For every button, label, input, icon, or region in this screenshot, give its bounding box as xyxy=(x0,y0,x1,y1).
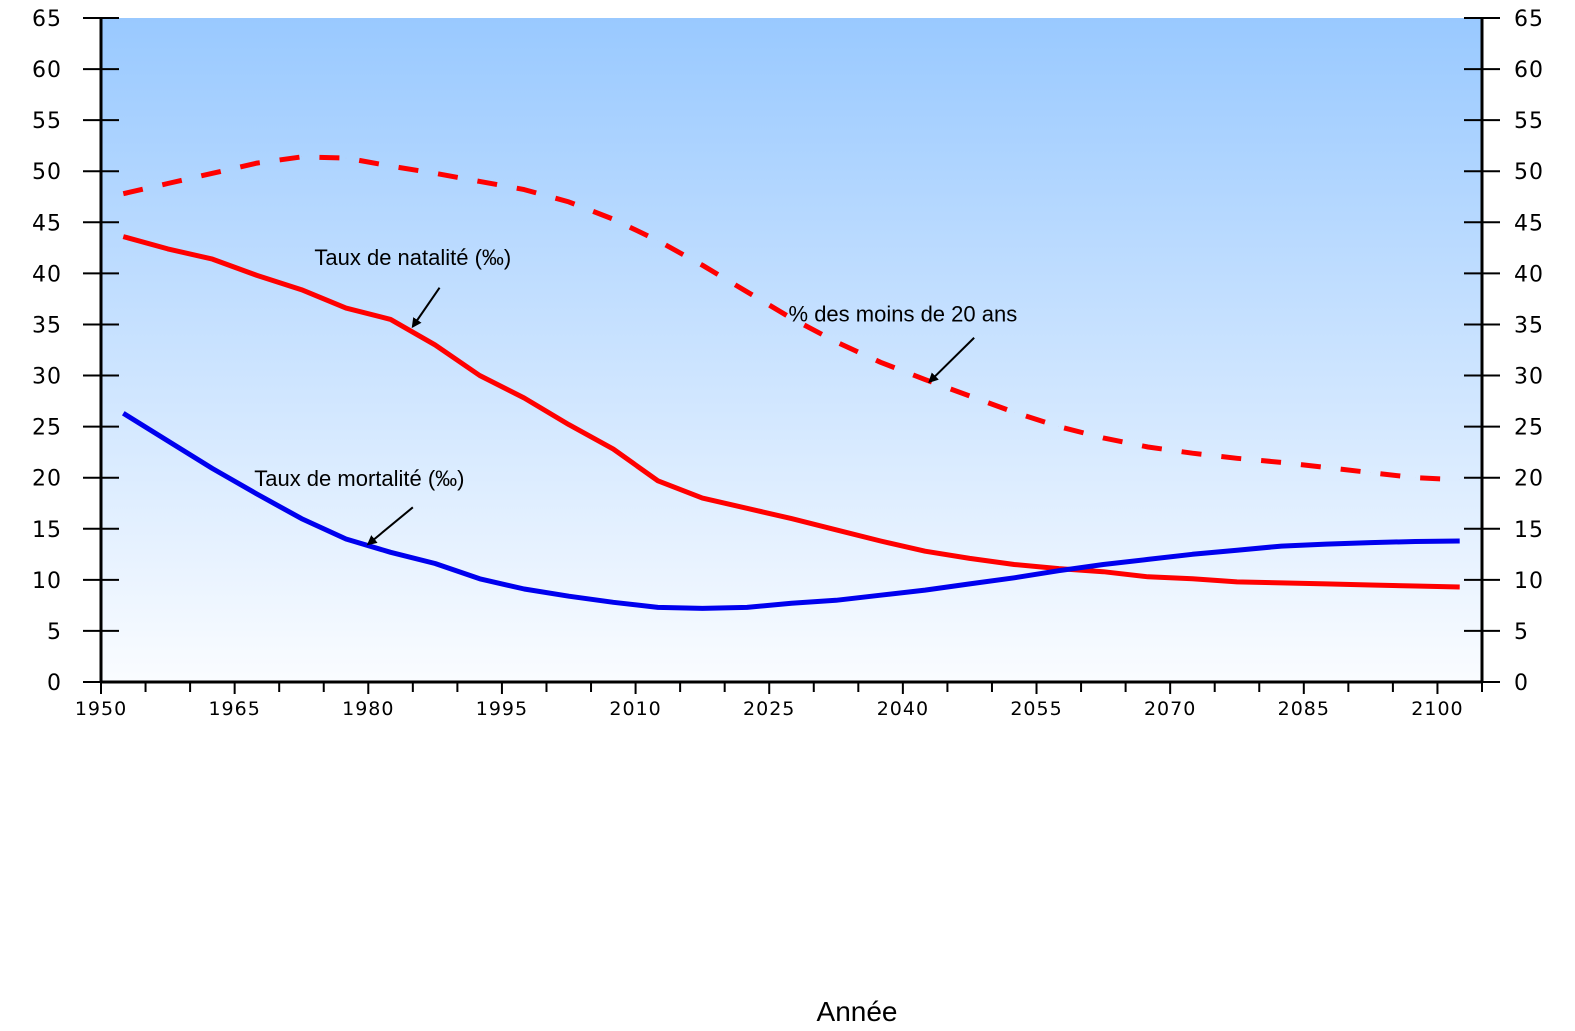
x-tick-label: 2070 xyxy=(1144,698,1196,720)
tick-layer: 0510152025303540455055606505101520253035… xyxy=(32,7,1544,720)
annotation-label-0: Taux de natalité (‰) xyxy=(314,245,511,270)
x-tick-label: 2010 xyxy=(609,698,661,720)
annotation-label-1: % des moins de 20 ans xyxy=(789,301,1018,326)
annotation-label-2: Taux de mortalité (‰) xyxy=(254,466,464,491)
annotation-arrow-1 xyxy=(928,337,975,384)
y-tick-label-right: 65 xyxy=(1514,7,1544,32)
y-tick-label-right: 10 xyxy=(1514,569,1544,594)
y-tick-label-left: 40 xyxy=(32,262,62,287)
y-tick-label-left: 35 xyxy=(32,313,62,338)
annotation-layer: Taux de natalité (‰) % des moins de 20 an… xyxy=(254,245,1018,546)
x-tick-label: 1980 xyxy=(342,698,394,720)
y-tick-label-right: 60 xyxy=(1514,58,1544,83)
y-tick-label-left: 5 xyxy=(47,620,62,645)
x-tick-label: 2100 xyxy=(1411,698,1463,720)
y-tick-label-right: 55 xyxy=(1514,109,1544,134)
annotation-arrow-0 xyxy=(411,287,441,329)
y-tick-label-right: 25 xyxy=(1514,416,1544,441)
x-tick-label: 1965 xyxy=(208,698,260,720)
y-tick-label-right: 45 xyxy=(1514,211,1544,236)
y-tick-label-left: 55 xyxy=(32,109,62,134)
y-tick-label-left: 45 xyxy=(32,211,62,236)
x-tick-label: 2085 xyxy=(1278,698,1330,720)
y-tick-label-left: 30 xyxy=(32,365,62,390)
y-tick-label-right: 35 xyxy=(1514,313,1544,338)
x-tick-label: 1995 xyxy=(476,698,528,720)
x-axis-title: Année xyxy=(817,996,898,1027)
y-tick-label-left: 20 xyxy=(32,467,62,492)
y-tick-label-left: 15 xyxy=(32,518,62,543)
y-tick-label-right: 20 xyxy=(1514,467,1544,492)
y-tick-label-right: 15 xyxy=(1514,518,1544,543)
y-tick-label-right: 40 xyxy=(1514,262,1544,287)
y-tick-label-left: 60 xyxy=(32,58,62,83)
y-tick-label-left: 10 xyxy=(32,569,62,594)
x-tick-label: 2025 xyxy=(743,698,795,720)
plot-background xyxy=(101,18,1482,682)
y-tick-label-left: 0 xyxy=(47,671,62,696)
y-tick-label-right: 5 xyxy=(1514,620,1529,645)
x-tick-label: 1950 xyxy=(75,698,127,720)
y-tick-label-right: 30 xyxy=(1514,365,1544,390)
axis-layer xyxy=(99,18,1484,684)
x-tick-label: 2040 xyxy=(877,698,929,720)
y-tick-label-right: 50 xyxy=(1514,160,1544,185)
y-tick-label-left: 50 xyxy=(32,160,62,185)
annotation-arrow-2 xyxy=(366,506,414,546)
series-layer xyxy=(121,154,1460,611)
y-tick-label-left: 65 xyxy=(32,7,62,32)
x-tick-label: 2055 xyxy=(1010,698,1062,720)
y-tick-label-right: 0 xyxy=(1514,671,1529,696)
y-tick-label-left: 25 xyxy=(32,416,62,441)
